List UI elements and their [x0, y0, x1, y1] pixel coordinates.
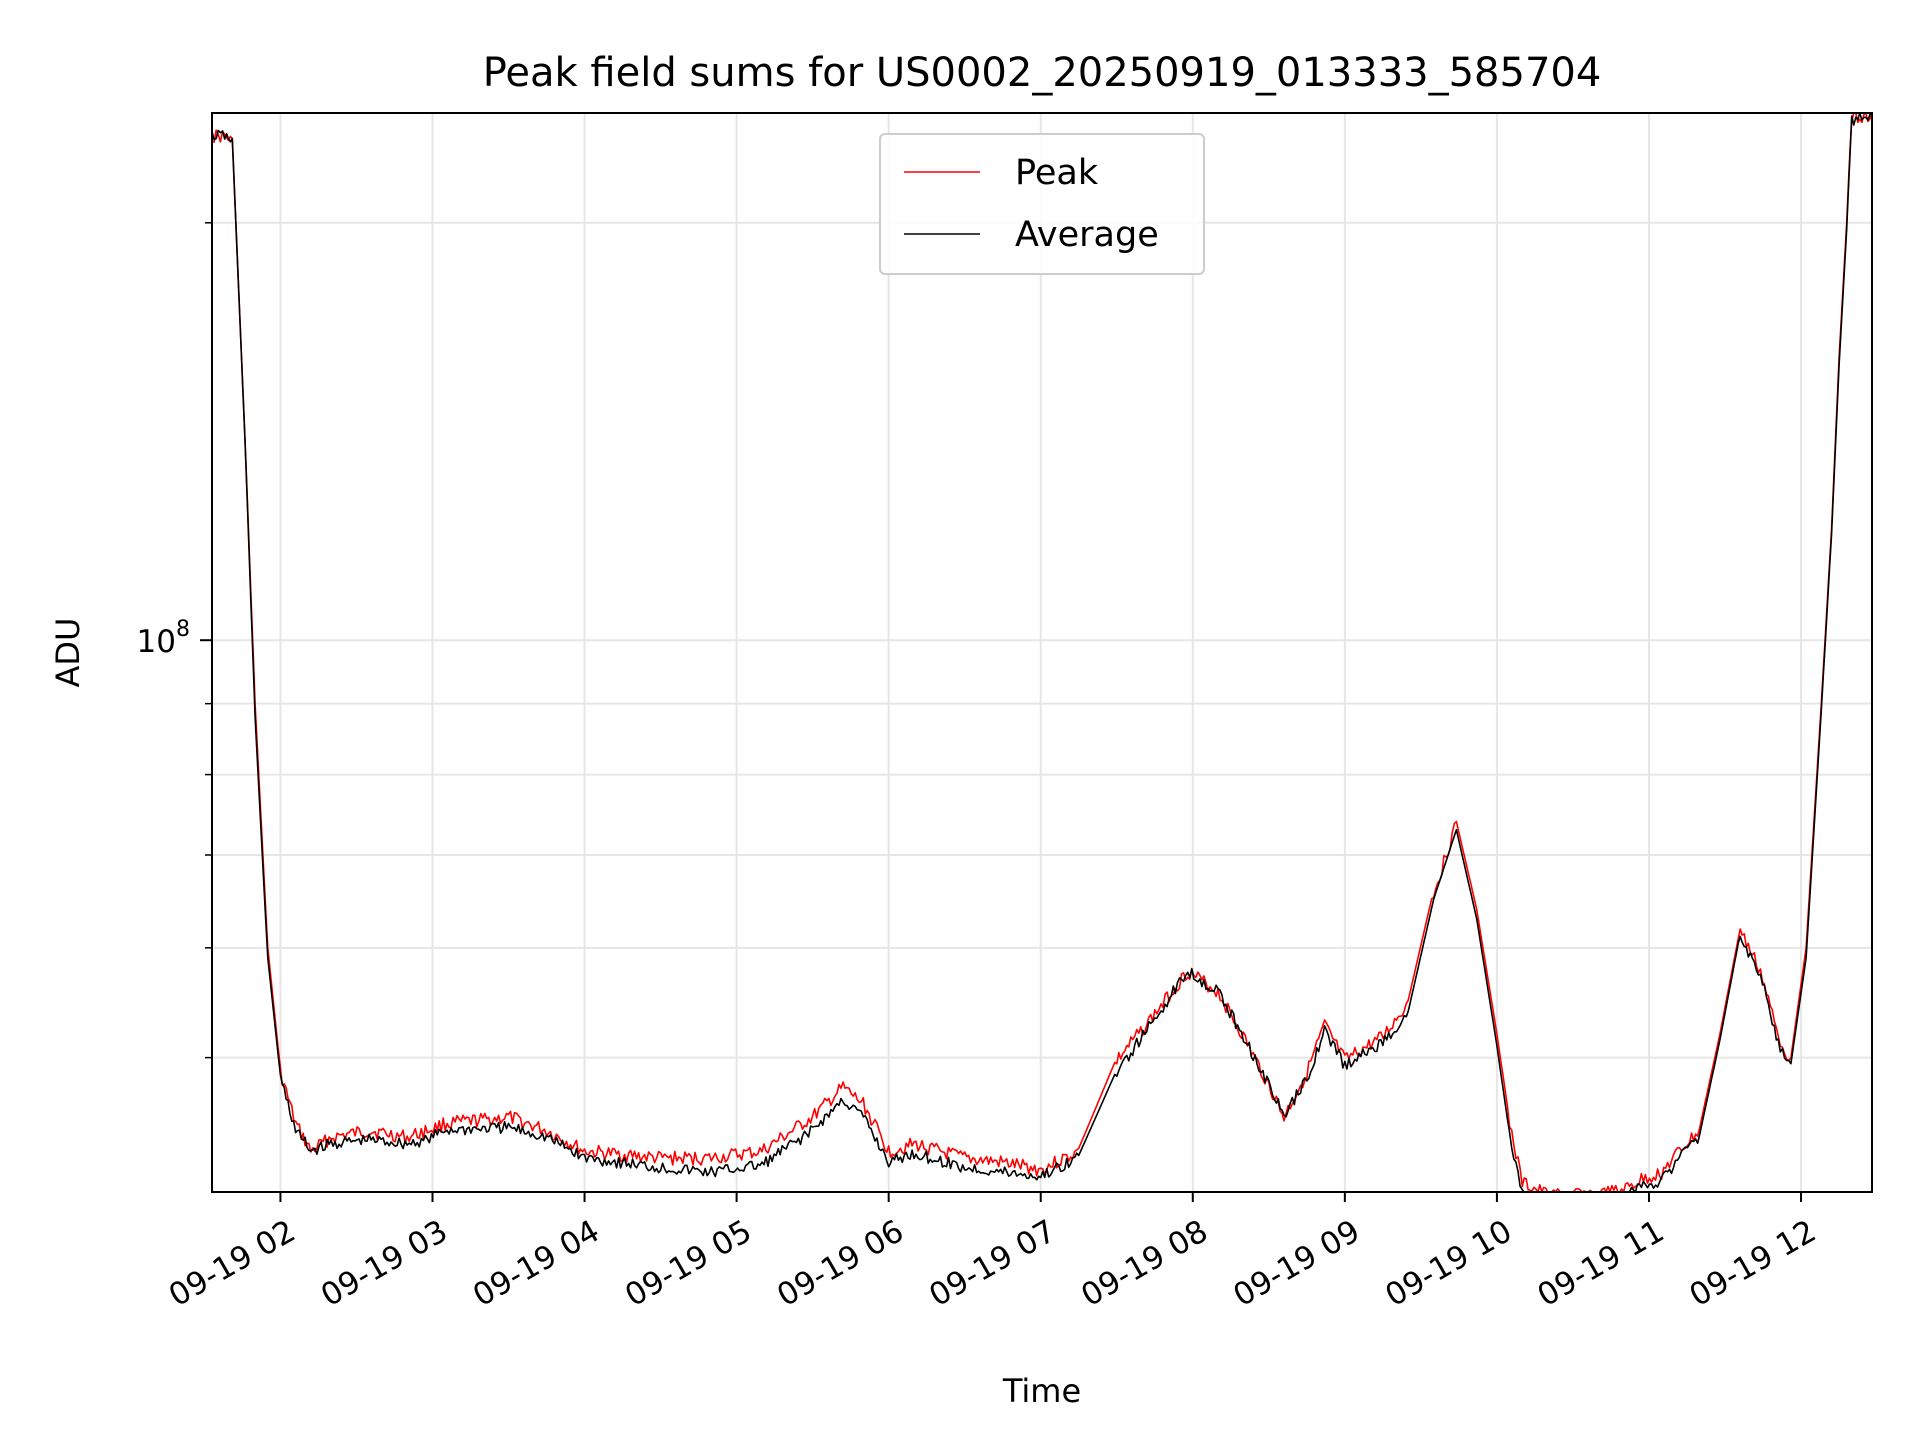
chart-title: Peak field sums for US0002_20250919_0133… [483, 50, 1602, 96]
grid [212, 113, 1872, 1192]
x-axis-label: Time [1002, 1372, 1081, 1410]
legend-box [879, 133, 1205, 275]
legend-label-peak: Peak [1015, 153, 1099, 193]
legend: Peak Average [879, 133, 1205, 275]
legend-label-average: Average [1015, 215, 1159, 255]
y-axis-label: ADU [49, 618, 87, 688]
y-tick-label: 108 [137, 617, 190, 660]
axes-frame [211, 112, 1873, 1193]
